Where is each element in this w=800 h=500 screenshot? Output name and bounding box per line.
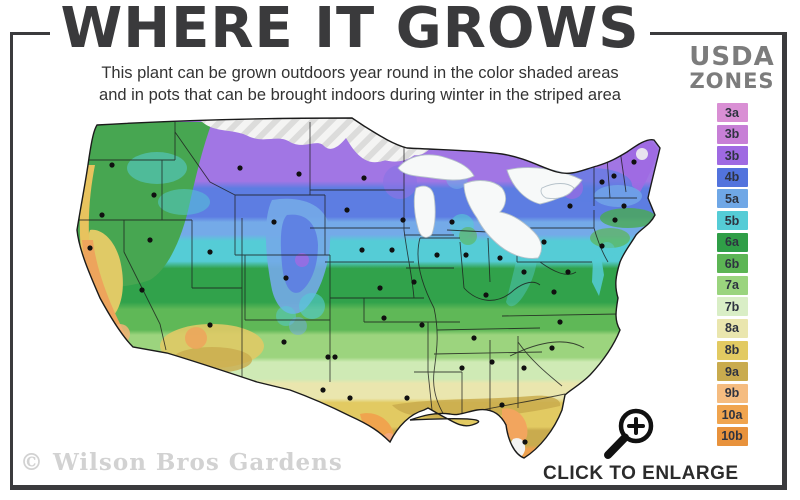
zone-swatch-5b: 5b (716, 211, 748, 231)
usda-zones-legend: USDA ZONES 3a 3b 3b 4b 5a 5b 6a 6b 7a 7b… (686, 44, 778, 449)
watermark: © Wilson Bros Gardens (20, 449, 343, 476)
zone-swatch-5a: 5a (716, 189, 748, 209)
subtitle-line-2: and in pots that can be brought indoors … (99, 85, 621, 104)
zone-swatch-7a: 7a (716, 275, 748, 295)
zone-swatch-7b: 7b (716, 297, 748, 317)
zone-swatch-8a: 8a (716, 318, 748, 338)
zone-swatch-8b: 8b (716, 340, 748, 360)
magnifier-zoom-icon[interactable] (598, 405, 660, 463)
zone-swatch-10b: 10b (716, 426, 748, 446)
zone-swatch-4b: 4b (716, 167, 748, 187)
zone-swatch-3b: 3b (716, 124, 748, 144)
usda-zone-map[interactable] (62, 110, 662, 466)
legend-heading-usda: USDA (689, 42, 775, 72)
state-borders (78, 122, 637, 416)
zone-swatch-3b-2: 3b (716, 146, 748, 166)
frame-border-right (782, 32, 787, 489)
legend-swatch-column: 3a 3b 3b 4b 5a 5b 6a 6b 7a 7b 8a 8b 9a 9… (686, 103, 778, 446)
zone-swatch-6a: 6a (716, 232, 748, 252)
frame-border-bottom (10, 485, 787, 490)
frame-border-top-left (10, 32, 50, 35)
legend-heading-zones: ZONES (689, 69, 775, 93)
page-title: WHERE IT GROWS (60, 0, 640, 61)
city-dots (87, 159, 637, 445)
map-zone-shading (77, 118, 660, 458)
zone-swatch-6b: 6b (716, 254, 748, 274)
great-lakes (397, 154, 583, 259)
frame-border-top-right (650, 32, 787, 35)
subtitle: This plant can be grown outdoors year ro… (40, 63, 680, 107)
subtitle-line-1: This plant can be grown outdoors year ro… (101, 64, 619, 82)
click-to-enlarge-label[interactable]: CLICK TO ENLARGE (543, 463, 739, 484)
zone-swatch-10a: 10a (716, 405, 748, 425)
zone-swatch-9b: 9b (716, 383, 748, 403)
us-outline (76, 117, 661, 459)
frame-border-left (10, 32, 13, 489)
zone-swatch-9a: 9a (716, 362, 748, 382)
zone-swatch-3a: 3a (716, 103, 748, 123)
